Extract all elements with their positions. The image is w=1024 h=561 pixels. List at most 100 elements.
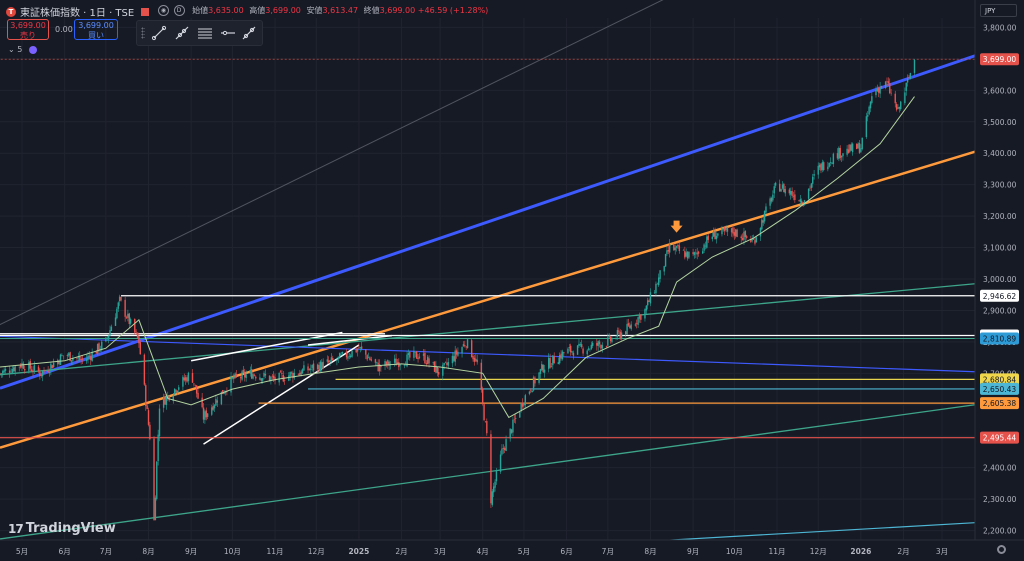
- candle: [741, 233, 744, 241]
- candle-body: [366, 355, 368, 360]
- horizontal-line-tool-icon[interactable]: [220, 25, 236, 41]
- candle: [165, 394, 168, 410]
- candle: [336, 357, 338, 366]
- candle-body: [48, 372, 51, 374]
- candle: [823, 160, 825, 172]
- candle: [754, 236, 756, 246]
- tradingview-logo[interactable]: 17 TradingView: [8, 521, 116, 536]
- candle-body: [523, 403, 525, 406]
- candle-body: [414, 352, 417, 353]
- price-label-bg: [980, 382, 1019, 395]
- ohlc-readout: ◉ D 始値3,635.00 高値3,699.00 安値3,613.47 終値3…: [158, 5, 488, 16]
- candle-body: [293, 372, 295, 379]
- currency-selector[interactable]: JPY: [980, 4, 1017, 17]
- candle-body: [809, 187, 811, 189]
- candle: [532, 375, 535, 392]
- candle-body: [172, 395, 174, 402]
- eye-icon[interactable]: ◉: [158, 5, 169, 16]
- trend-line: [0, 0, 664, 326]
- candle: [685, 248, 687, 258]
- candle: [707, 233, 709, 243]
- candle: [66, 353, 69, 361]
- candle: [351, 350, 353, 358]
- drag-handle-icon[interactable]: [141, 27, 145, 39]
- candle-body: [378, 364, 381, 372]
- y-tick-label: 3,500.00: [983, 118, 1017, 127]
- candle: [18, 366, 20, 372]
- candle-body: [110, 326, 113, 331]
- candle: [136, 332, 139, 339]
- candle-body: [374, 359, 377, 363]
- candle: [638, 312, 641, 323]
- candle-body: [703, 244, 705, 251]
- candle-body: [913, 59, 916, 73]
- candle-body: [897, 107, 899, 109]
- candle: [856, 143, 858, 150]
- candle: [696, 247, 698, 260]
- parallel-channel-tool-icon[interactable]: [197, 25, 213, 41]
- candle: [582, 346, 584, 357]
- indicator-toggle[interactable]: ⌄ 5: [8, 45, 37, 54]
- candle-body: [560, 353, 562, 359]
- ray-tool-icon[interactable]: [174, 25, 190, 41]
- trend-line-tool-icon[interactable]: [151, 25, 167, 41]
- candle-body: [886, 81, 888, 82]
- candle-body: [395, 358, 397, 366]
- candle-body: [129, 319, 132, 324]
- candle-body: [884, 81, 887, 88]
- candle-body: [156, 461, 158, 499]
- candle-body: [186, 377, 188, 382]
- x-tick-label: 3月: [936, 547, 948, 556]
- candle: [480, 359, 483, 393]
- candle-body: [178, 387, 180, 390]
- candle: [231, 376, 234, 380]
- dividend-icon[interactable]: D: [173, 5, 185, 16]
- candle-body: [206, 413, 209, 417]
- flag-icon[interactable]: [141, 7, 150, 16]
- candle-body: [175, 389, 177, 393]
- gear-icon[interactable]: [997, 545, 1006, 554]
- buy-button[interactable]: 3,699.00 買い: [74, 19, 118, 40]
- candle: [484, 420, 487, 423]
- candle-body: [735, 229, 737, 237]
- candle: [810, 182, 813, 192]
- candle-body: [136, 332, 139, 338]
- extended-line-tool-icon[interactable]: [241, 25, 257, 41]
- candle-body: [653, 292, 656, 294]
- sell-button[interactable]: 3,699.00 売り: [7, 19, 49, 40]
- candle-body: [167, 395, 169, 398]
- candle-body: [557, 362, 560, 365]
- candle: [367, 352, 370, 359]
- candle: [329, 359, 331, 367]
- candle-body: [95, 351, 97, 354]
- candle-body: [578, 343, 580, 346]
- candle-body: [860, 148, 862, 153]
- candle-body: [245, 374, 247, 378]
- candle-body: [432, 361, 434, 363]
- candle-body: [436, 366, 439, 373]
- candle: [774, 181, 777, 188]
- candle: [109, 325, 111, 336]
- candle: [404, 361, 407, 366]
- candle-body: [345, 351, 348, 358]
- candle-body: [627, 323, 630, 326]
- candle: [281, 369, 283, 379]
- candle-body: [231, 377, 234, 378]
- symbol-name[interactable]: 東証株価指数 · 1日 · TSE: [20, 8, 135, 19]
- candle-body: [223, 393, 225, 394]
- candle: [505, 435, 507, 452]
- candle: [289, 371, 291, 381]
- candle: [658, 273, 660, 287]
- candle: [879, 82, 881, 98]
- candle-body: [143, 354, 146, 385]
- candle-body: [274, 377, 276, 381]
- candle: [167, 391, 169, 401]
- candle: [114, 313, 117, 327]
- candle-body: [387, 360, 389, 365]
- candle: [770, 196, 773, 204]
- candle: [358, 343, 360, 350]
- candle-body: [321, 362, 323, 370]
- candle-body: [486, 421, 488, 434]
